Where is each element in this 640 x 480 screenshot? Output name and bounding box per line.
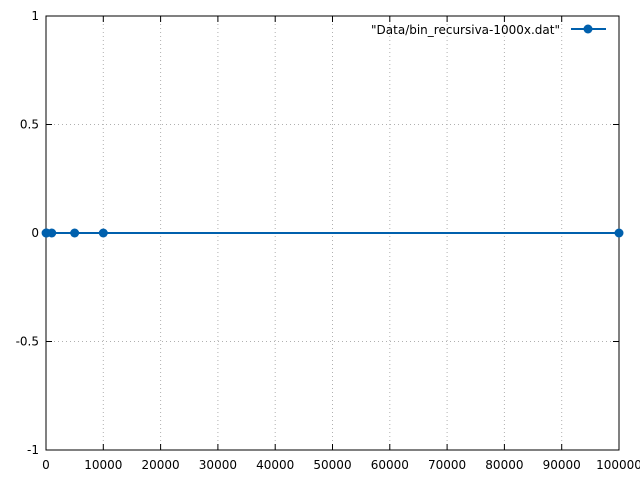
x-tick-label: 20000 <box>142 458 180 472</box>
ticks: 0 10000 20000 30000 40000 50000 60000 70000 8000… <box>16 9 640 472</box>
x-tick-label: 50000 <box>313 458 351 472</box>
y-tick-label: 0.5 <box>20 118 39 132</box>
data-point <box>98 228 108 238</box>
x-tick-label: 100000 <box>596 458 640 472</box>
legend: "Data/bin_recursiva-1000x.dat" <box>371 23 606 37</box>
x-tick-label: 40000 <box>256 458 294 472</box>
legend-label: "Data/bin_recursiva-1000x.dat" <box>371 23 560 37</box>
x-tick-label: 30000 <box>199 458 237 472</box>
y-tick-label: -1 <box>27 443 39 457</box>
x-tick-label: 10000 <box>84 458 122 472</box>
series-layer <box>41 228 624 238</box>
x-tick-label: 80000 <box>485 458 523 472</box>
y-tick-label: -0.5 <box>16 335 39 349</box>
data-point <box>47 228 57 238</box>
x-tick-label: 0 <box>42 458 50 472</box>
x-tick-label: 90000 <box>543 458 581 472</box>
y-tick-label: 1 <box>31 9 39 23</box>
data-point <box>70 228 80 238</box>
data-point <box>614 228 624 238</box>
legend-marker <box>583 24 593 34</box>
y-tick-label: 0 <box>31 226 39 240</box>
x-tick-label: 70000 <box>428 458 466 472</box>
x-tick-label: 60000 <box>371 458 409 472</box>
